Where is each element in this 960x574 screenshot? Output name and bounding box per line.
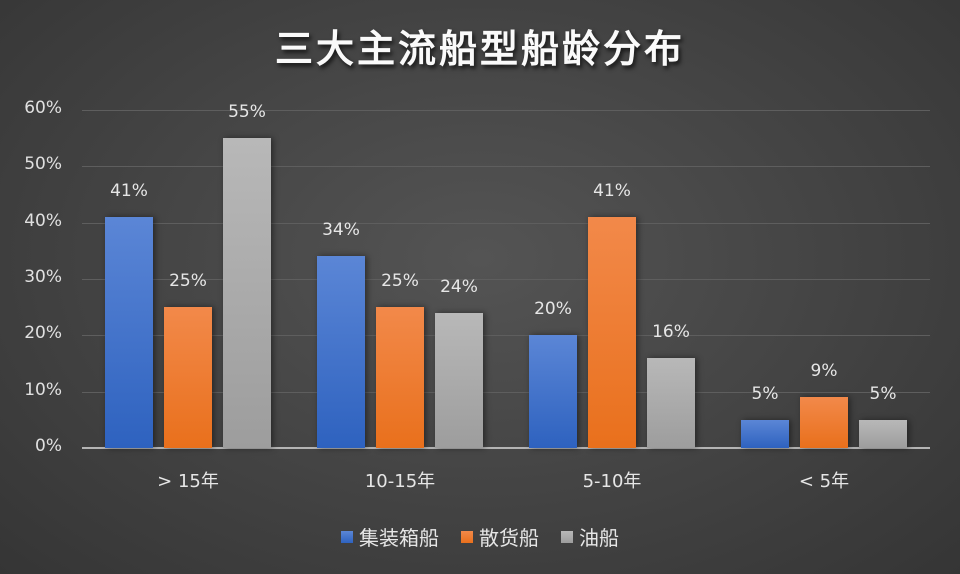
legend-label: 散货船 [479,526,539,550]
data-label: 55% [228,102,266,123]
data-label: 5% [869,383,897,404]
legend-swatch [461,530,473,543]
gridline [82,335,930,337]
legend-swatch [341,530,353,543]
y-tick-label: 60% [24,98,62,118]
legend-item: 散货船 [461,522,539,551]
legend-label: 集装箱船 [359,526,439,550]
y-tick-label: 50% [24,154,62,175]
legend-item: 油船 [561,522,619,551]
x-tick-label: 10-15年 [364,471,436,492]
bar-tanker [435,312,483,448]
gridline [82,110,930,111]
data-label: 9% [810,361,838,382]
bar-tanker [859,419,907,448]
gridline [82,279,930,280]
data-label: 34% [322,220,360,241]
bar-tanker [223,138,271,448]
chart-title: 三大主流船型船龄分布 [274,27,685,71]
data-label: 25% [381,271,419,292]
y-tick-label: 40% [24,210,62,231]
bar-bulk [164,307,212,448]
y-tick-label: 10% [24,379,62,400]
legend-item: 集装箱船 [341,522,439,551]
bar-tanker [647,357,695,448]
x-axis-line [82,447,930,449]
data-label: 24% [440,276,478,297]
data-label: 41% [593,181,631,202]
gridline [82,166,930,168]
bar-container [317,256,365,448]
x-tick-label: 5-10年 [582,471,642,492]
gridline [82,222,930,224]
bar-container [741,419,789,448]
plot-area: 41% 25% 55% 34% 25% 24% 20% 41% 16% 5% 9% 5% [82,102,930,449]
bar-container [105,217,153,448]
x-tick-label: < 5年 [798,471,850,492]
bar-bulk [376,307,424,448]
bar-bulk [588,217,636,448]
y-tick-label: 20% [24,323,62,344]
legend-swatch [561,530,573,543]
data-label: 16% [652,321,690,342]
bar-bulk [800,397,848,448]
y-tick-label: 0% [35,436,62,456]
y-tick-label: 30% [24,267,62,287]
data-label: 25% [169,271,207,292]
bar-container [529,335,577,448]
gridline [82,391,930,393]
data-label: 20% [534,299,572,320]
data-label: 41% [110,181,148,202]
legend-label: 油船 [579,526,619,550]
data-label: 5% [751,383,779,404]
legend: 集装箱船 散货船 油船 [0,522,960,551]
x-tick-label: > 15年 [157,471,219,492]
